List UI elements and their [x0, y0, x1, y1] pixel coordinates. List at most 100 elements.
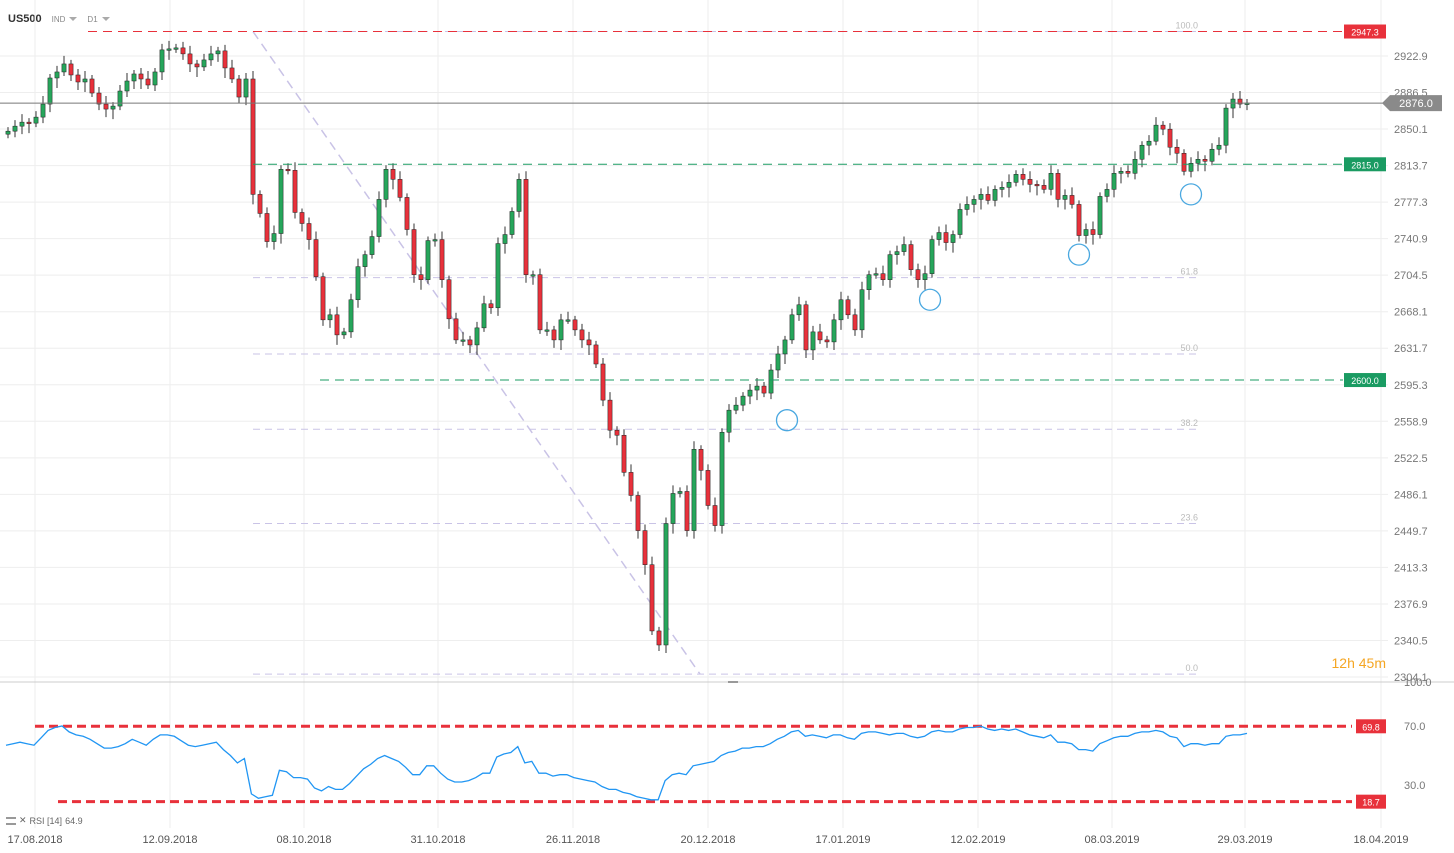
candle-bearish	[1174, 146, 1180, 154]
candle-bearish	[1181, 152, 1187, 172]
rsi-tick-label: 30.0	[1404, 780, 1425, 792]
rsi-indicator-label: ✕ RSI [14] 64.9	[6, 815, 83, 826]
current-price-label: 2876.0	[1399, 98, 1433, 110]
candle-bearish	[89, 78, 95, 94]
y-tick-label: 2522.5	[1394, 453, 1428, 465]
candle-bullish	[1013, 174, 1019, 183]
candle-bullish	[719, 431, 725, 526]
candle-bullish	[47, 77, 53, 105]
candle-bullish	[859, 289, 865, 331]
candle-bullish	[663, 523, 669, 646]
candle-bullish	[40, 103, 46, 118]
indicator-close-icon[interactable]: ✕	[19, 815, 27, 825]
candle-bearish	[642, 530, 648, 565]
candle-bearish	[390, 169, 396, 180]
candle-bullish	[1062, 195, 1068, 200]
y-tick-label: 2850.1	[1394, 124, 1428, 136]
candle-bullish	[1153, 124, 1159, 142]
candle-bearish	[138, 73, 144, 80]
candle-bearish	[845, 299, 851, 316]
candle-bullish	[502, 234, 508, 244]
candle-bearish	[320, 276, 326, 321]
candle-bullish	[544, 329, 550, 332]
candle-bearish	[915, 269, 921, 280]
candle-bearish	[453, 318, 459, 341]
candle-bullish	[208, 53, 214, 61]
y-tick-label: 2413.3	[1394, 562, 1428, 574]
candle-bearish	[824, 339, 830, 343]
candle-bearish	[761, 385, 767, 394]
candle-bullish	[495, 243, 501, 309]
candle-bullish	[838, 299, 844, 321]
candle-bullish	[964, 204, 970, 210]
candle-bearish	[943, 232, 949, 243]
candle-bullish	[1006, 182, 1012, 188]
rsi-name: RSI [14]	[29, 815, 63, 826]
candle-bearish	[145, 78, 151, 86]
candle-bearish	[103, 103, 109, 110]
candle-bearish	[306, 223, 312, 240]
chevron-down-icon[interactable]	[69, 17, 78, 21]
candle-bullish	[565, 319, 571, 322]
candle-bearish	[488, 303, 494, 309]
candle-bearish	[1027, 179, 1033, 185]
candle-bullish	[831, 319, 837, 343]
candle-bearish	[600, 363, 606, 401]
candle-bearish	[229, 67, 235, 80]
candle-timer: 12h 45m	[1331, 655, 1386, 671]
candle-bullish	[152, 71, 158, 86]
candle-bullish	[726, 409, 732, 433]
x-tick-label: 17.01.2019	[815, 834, 870, 846]
level-price-tag	[1344, 157, 1386, 172]
candle-bearish	[1090, 229, 1096, 235]
x-tick-label: 08.10.2018	[276, 834, 331, 846]
candle-bearish	[712, 505, 718, 526]
candle-bearish	[397, 179, 403, 198]
candle-bullish	[866, 274, 872, 290]
candle-bullish	[1111, 173, 1117, 190]
timeframe-label[interactable]: D1	[87, 14, 98, 24]
fib-level-label: 61.8	[1180, 267, 1198, 277]
candle-bearish	[446, 279, 452, 320]
candle-bearish	[705, 470, 711, 506]
candle-bullish	[740, 395, 746, 406]
candle-bullish	[271, 233, 277, 242]
candle-bullish	[733, 404, 739, 411]
candle-bullish	[355, 266, 361, 301]
candle-bullish	[1104, 189, 1110, 197]
candle-bullish	[1223, 107, 1229, 146]
level-price-tag	[1344, 24, 1386, 39]
rsi-tick-label: 100.0	[1404, 677, 1432, 689]
candle-bearish	[649, 564, 655, 632]
candle-bearish	[579, 329, 585, 341]
symbol-label[interactable]: US500	[8, 13, 42, 25]
candle-bearish	[292, 170, 298, 213]
x-tick-label: 20.12.2018	[680, 834, 735, 846]
candle-bearish	[194, 63, 200, 68]
rsi-upper-tag	[1356, 719, 1386, 734]
candle-bullish	[971, 199, 977, 205]
indicator-settings-icon[interactable]	[6, 816, 16, 825]
y-tick-label: 2668.1	[1394, 307, 1428, 319]
x-tick-label: 18.04.2019	[1353, 834, 1408, 846]
candle-bullish	[558, 319, 564, 341]
level-price-tag	[1344, 373, 1386, 388]
candle-bearish	[537, 274, 543, 331]
current-price-tag	[1382, 95, 1442, 112]
candle-bullish	[530, 274, 536, 277]
candle-bullish	[173, 47, 179, 50]
chart-header: US500 IND D1	[8, 10, 110, 28]
candle-bullish	[929, 239, 935, 274]
candle-bullish	[383, 169, 389, 200]
fib-level-label: 0.0	[1185, 663, 1198, 673]
x-tick-label: 31.10.2018	[410, 834, 465, 846]
chevron-down-icon[interactable]	[101, 17, 110, 21]
candle-bullish	[1230, 98, 1236, 109]
candle-bullish	[201, 59, 207, 68]
candle-bullish	[677, 491, 683, 494]
candle-bearish	[684, 491, 690, 531]
candle-bearish	[404, 197, 410, 230]
annotation-circle	[775, 409, 799, 432]
candle-bearish	[628, 472, 634, 496]
